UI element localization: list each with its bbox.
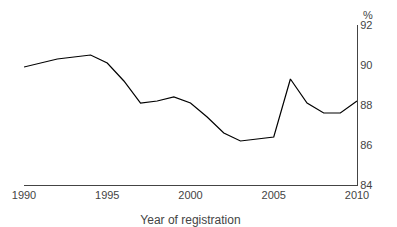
svg-text:1995: 1995 bbox=[95, 189, 119, 201]
svg-text:88: 88 bbox=[360, 99, 372, 111]
svg-text:%: % bbox=[363, 9, 373, 21]
svg-text:84: 84 bbox=[360, 179, 372, 191]
svg-text:90: 90 bbox=[360, 59, 372, 71]
svg-text:86: 86 bbox=[360, 139, 372, 151]
svg-text:2010: 2010 bbox=[345, 189, 369, 201]
svg-text:1990: 1990 bbox=[12, 189, 36, 201]
svg-text:2000: 2000 bbox=[178, 189, 202, 201]
svg-text:92: 92 bbox=[360, 19, 372, 31]
svg-text:Year of registration: Year of registration bbox=[140, 213, 240, 227]
svg-text:2005: 2005 bbox=[262, 189, 286, 201]
